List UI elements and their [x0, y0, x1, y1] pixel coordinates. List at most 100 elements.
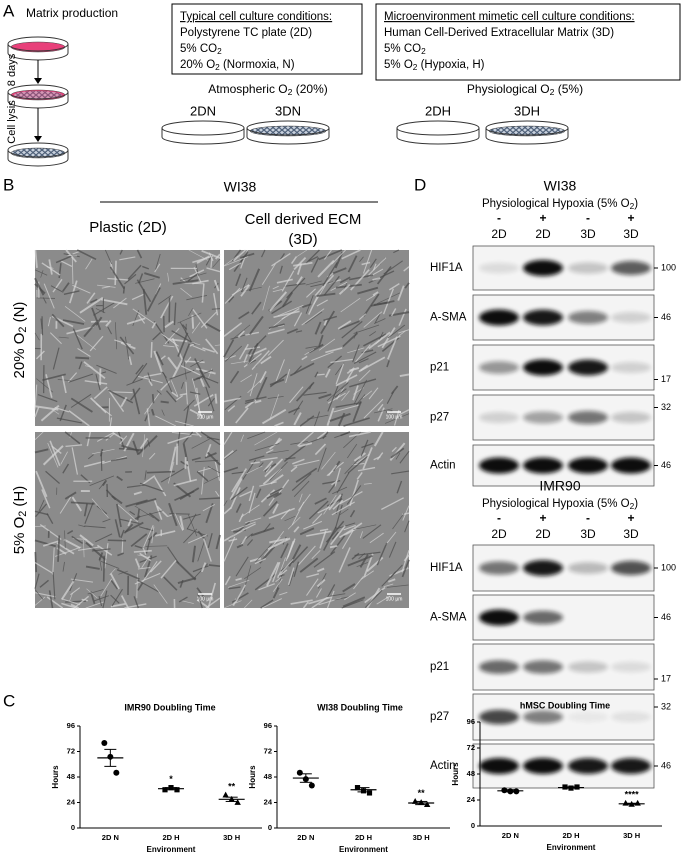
cell: [293, 561, 300, 578]
cell: [195, 367, 216, 375]
cell: [303, 520, 323, 530]
cell: [327, 385, 339, 412]
cell: [196, 387, 201, 416]
cell: [320, 310, 336, 334]
cell: [205, 443, 212, 457]
cell: [62, 282, 70, 292]
cell: [155, 253, 161, 270]
cell: [115, 322, 118, 350]
cell: [360, 439, 369, 457]
cell: [177, 577, 197, 585]
cell: [223, 322, 243, 337]
cell: [165, 390, 177, 403]
cell: [114, 260, 117, 286]
cell: [207, 582, 217, 609]
cell: [70, 397, 93, 413]
data-point: [113, 769, 120, 776]
y-tick-label: 48: [264, 772, 272, 781]
mw-label: 46: [661, 612, 671, 622]
cell: [317, 447, 327, 473]
cell: [56, 417, 83, 424]
cell: [391, 470, 410, 475]
cell: [120, 595, 129, 609]
data-point: [513, 788, 520, 795]
cell: [57, 379, 71, 381]
cell: [102, 590, 108, 609]
cell: [179, 515, 185, 531]
cell: [229, 370, 240, 384]
cell: [147, 439, 151, 447]
cell: [95, 316, 103, 326]
cell: [189, 391, 201, 395]
cell: [123, 523, 134, 534]
column-header: Cell derived ECM: [245, 211, 362, 228]
cell: [314, 321, 322, 335]
cell: [73, 595, 90, 609]
text-part: Physiological O: [467, 82, 550, 96]
cell: [58, 336, 69, 339]
cell: [87, 589, 104, 595]
cell: [266, 491, 280, 500]
cell: [268, 507, 295, 520]
cell: [34, 510, 49, 516]
cell: [293, 412, 302, 426]
cell: [308, 256, 319, 262]
cell: [339, 491, 363, 505]
cell: [319, 528, 329, 532]
cell: [70, 393, 92, 408]
cell: [238, 343, 249, 360]
cell: [123, 432, 135, 452]
cell: [269, 394, 279, 420]
cell: [127, 264, 142, 280]
cell: [353, 351, 377, 364]
cell: [306, 578, 319, 596]
cell: [260, 599, 274, 609]
y-tick-label: 72: [467, 743, 475, 752]
cell: [85, 565, 100, 570]
y-tick-label: 72: [264, 746, 272, 755]
band: [611, 261, 651, 275]
cell: [334, 432, 349, 439]
cell: [316, 292, 336, 298]
cell: [390, 564, 403, 579]
cell: [293, 256, 307, 271]
cell: [227, 405, 236, 412]
y-tick-label: 96: [264, 721, 272, 730]
cell: [386, 360, 390, 368]
cell: [342, 596, 366, 608]
cell: [363, 311, 383, 328]
cell: [214, 344, 221, 346]
x-tick-label: 2D H: [562, 831, 579, 840]
cell: [360, 570, 375, 580]
data-point: [568, 785, 574, 791]
cell: [84, 525, 106, 529]
cell: [149, 560, 162, 573]
cell: [96, 364, 117, 374]
cell: [183, 528, 198, 544]
panel-label: D: [414, 175, 426, 194]
cell: [317, 259, 335, 278]
cell: [330, 267, 347, 276]
cell: [235, 556, 249, 577]
cell: [381, 497, 404, 511]
cell: [78, 361, 83, 370]
cell: [286, 328, 298, 335]
cell: [223, 450, 234, 460]
cell: [86, 292, 96, 304]
cell: [269, 487, 283, 496]
cell: [142, 434, 146, 458]
cell: [100, 451, 103, 471]
cell: [395, 452, 401, 460]
cell: [369, 258, 377, 269]
text-part: 2: [288, 87, 293, 97]
cell: [323, 494, 337, 515]
cell: [42, 540, 59, 547]
cell: [334, 388, 347, 398]
cell: [55, 255, 72, 264]
cell: [318, 338, 336, 351]
cell: [369, 331, 377, 337]
cell: [189, 408, 203, 417]
cell: [358, 369, 371, 382]
cell: [151, 526, 155, 544]
cell: [180, 460, 189, 467]
